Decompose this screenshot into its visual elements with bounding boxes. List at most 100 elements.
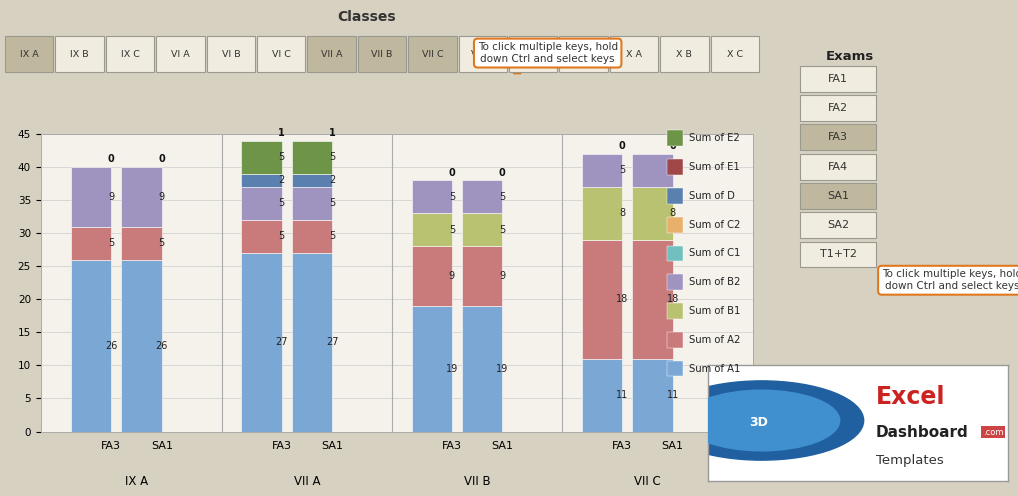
- Text: .com: .com: [982, 428, 1004, 436]
- Text: Sum of E1: Sum of E1: [689, 162, 740, 172]
- Text: 0: 0: [159, 154, 165, 164]
- Text: Sum of B2: Sum of B2: [689, 277, 740, 287]
- Text: 5: 5: [279, 152, 285, 162]
- Bar: [292, 174, 332, 187]
- Text: VI A: VI A: [171, 50, 189, 59]
- Text: FA3: FA3: [829, 132, 848, 142]
- Bar: [71, 167, 111, 227]
- Text: 11: 11: [616, 390, 628, 400]
- Text: Classes: Classes: [337, 10, 396, 24]
- Text: To click multiple keys, hold
down Ctrl and select keys: To click multiple keys, hold down Ctrl a…: [882, 269, 1018, 291]
- Text: 5: 5: [449, 192, 455, 202]
- Bar: [71, 227, 111, 259]
- Text: 0: 0: [449, 168, 455, 178]
- Text: X C: X C: [727, 50, 743, 59]
- Text: 26: 26: [156, 341, 168, 351]
- Text: VI B: VI B: [222, 50, 240, 59]
- Text: Sum of A1: Sum of A1: [689, 364, 740, 373]
- Bar: [292, 140, 332, 174]
- Text: 5: 5: [108, 238, 114, 248]
- Bar: [462, 306, 502, 432]
- Text: 0: 0: [669, 141, 676, 151]
- Text: IX A: IX A: [125, 475, 149, 488]
- Text: 0: 0: [108, 154, 115, 164]
- Bar: [632, 359, 673, 432]
- Text: T1+T2: T1+T2: [819, 249, 857, 259]
- Text: Dashboard: Dashboard: [875, 425, 968, 439]
- Text: 2: 2: [329, 175, 335, 185]
- Text: 18: 18: [667, 294, 679, 304]
- Text: Sum of C1: Sum of C1: [689, 248, 740, 258]
- Bar: [71, 259, 111, 432]
- Bar: [582, 154, 622, 187]
- Text: SA1: SA1: [828, 191, 849, 201]
- Bar: [292, 220, 332, 253]
- Text: VI C: VI C: [272, 50, 291, 59]
- Text: Sum of B1: Sum of B1: [689, 306, 740, 316]
- Text: Sum of C2: Sum of C2: [689, 220, 740, 230]
- Text: 27: 27: [326, 337, 338, 347]
- Text: 1: 1: [329, 128, 336, 138]
- Text: 9: 9: [159, 192, 165, 202]
- Text: X B: X B: [676, 50, 692, 59]
- Text: VII C: VII C: [421, 50, 443, 59]
- Text: To click multiple keys, hold
down Ctrl and select keys: To click multiple keys, hold down Ctrl a…: [477, 42, 618, 64]
- Text: 1: 1: [278, 128, 285, 138]
- Text: 5: 5: [449, 225, 455, 235]
- Text: 5: 5: [329, 198, 335, 208]
- Text: Excel: Excel: [875, 385, 945, 409]
- Circle shape: [683, 390, 840, 451]
- Text: 8: 8: [619, 208, 625, 218]
- Bar: [292, 253, 332, 432]
- Bar: [121, 259, 162, 432]
- Text: 5: 5: [159, 238, 165, 248]
- Bar: [241, 253, 282, 432]
- Text: 19: 19: [446, 364, 458, 373]
- Text: 0: 0: [619, 141, 625, 151]
- Bar: [582, 359, 622, 432]
- Bar: [241, 187, 282, 220]
- Text: VIII A: VIII A: [470, 50, 495, 59]
- Text: 9: 9: [499, 271, 505, 281]
- Bar: [411, 306, 452, 432]
- Text: 5: 5: [279, 198, 285, 208]
- Text: 9: 9: [449, 271, 455, 281]
- Bar: [582, 187, 622, 240]
- Text: 5: 5: [499, 225, 506, 235]
- Text: 5: 5: [329, 232, 335, 242]
- Text: FA2: FA2: [829, 103, 848, 113]
- Text: 11: 11: [667, 390, 679, 400]
- Text: VII A: VII A: [293, 475, 320, 488]
- Text: 26: 26: [105, 341, 117, 351]
- Text: VII B: VII B: [372, 50, 393, 59]
- Text: 5: 5: [279, 232, 285, 242]
- Text: Sum of A2: Sum of A2: [689, 335, 740, 345]
- Text: X A: X A: [626, 50, 642, 59]
- Bar: [462, 213, 502, 247]
- Text: VIII C: VIII C: [571, 50, 596, 59]
- Text: 5: 5: [499, 192, 506, 202]
- Text: FA1: FA1: [829, 74, 848, 84]
- Bar: [121, 227, 162, 259]
- Text: IX A: IX A: [20, 50, 39, 59]
- Text: 18: 18: [616, 294, 628, 304]
- Bar: [241, 174, 282, 187]
- Bar: [632, 240, 673, 359]
- Bar: [121, 167, 162, 227]
- Text: Sum of D: Sum of D: [689, 191, 735, 201]
- Bar: [411, 180, 452, 213]
- Text: 5: 5: [619, 165, 625, 175]
- Bar: [241, 140, 282, 174]
- Text: VII B: VII B: [464, 475, 491, 488]
- Text: 5: 5: [670, 165, 676, 175]
- Bar: [462, 180, 502, 213]
- Text: 8: 8: [670, 208, 676, 218]
- Bar: [582, 240, 622, 359]
- Text: IX B: IX B: [70, 50, 89, 59]
- Text: 0: 0: [499, 168, 506, 178]
- Text: 5: 5: [329, 152, 335, 162]
- Bar: [411, 213, 452, 247]
- Bar: [411, 247, 452, 306]
- Text: FA4: FA4: [829, 162, 848, 172]
- Bar: [462, 247, 502, 306]
